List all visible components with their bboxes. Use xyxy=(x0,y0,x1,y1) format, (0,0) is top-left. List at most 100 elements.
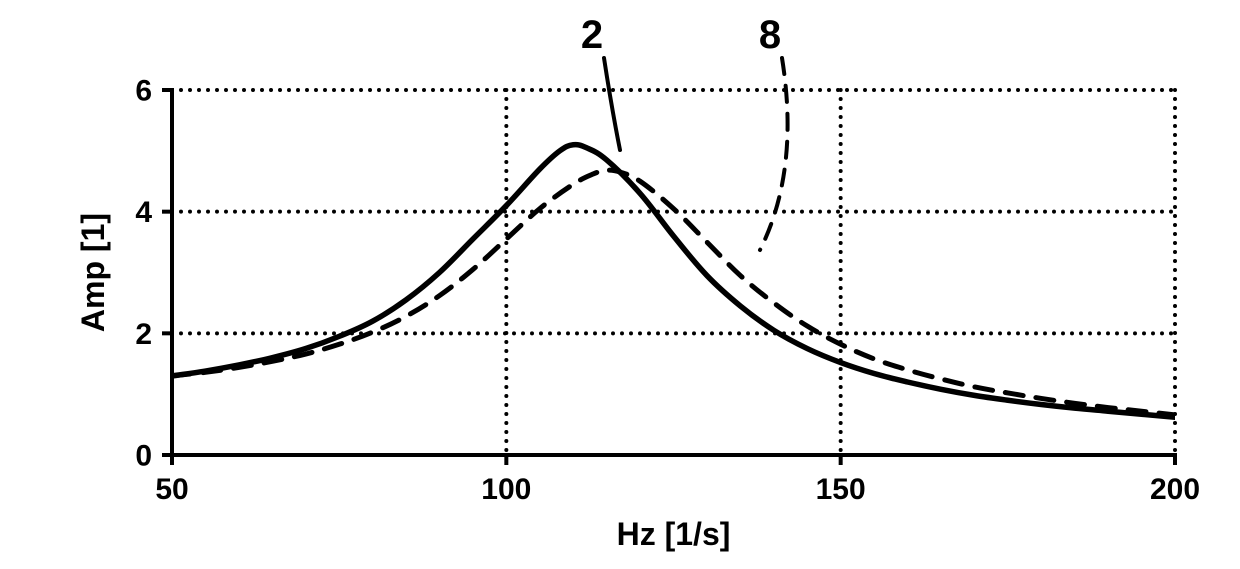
grid-dot xyxy=(504,448,508,452)
grid-dot xyxy=(728,210,732,214)
grid-dot xyxy=(449,88,453,92)
grid-dot xyxy=(1115,210,1119,214)
grid-dot xyxy=(809,210,813,214)
grid-dot xyxy=(251,331,255,335)
grid-dot xyxy=(1043,88,1047,92)
grid-dot xyxy=(710,88,714,92)
grid-dot xyxy=(332,331,336,335)
grid-dot xyxy=(674,331,678,335)
grid-dot xyxy=(839,403,843,407)
grid-dot xyxy=(737,88,741,92)
grid-dot xyxy=(845,331,849,335)
grid-dot xyxy=(521,88,525,92)
grid-dot xyxy=(872,331,876,335)
grid-dot xyxy=(764,331,768,335)
grid-dot xyxy=(791,331,795,335)
resonance-chart-svg: 501001502000246Hz [1/s]Amp [1]28 xyxy=(0,0,1240,569)
grid-dot xyxy=(584,88,588,92)
grid-dot xyxy=(683,331,687,335)
grid-dot xyxy=(1079,331,1083,335)
grid-dot xyxy=(683,210,687,214)
grid-dot xyxy=(1173,178,1177,182)
grid-dot xyxy=(504,313,508,317)
grid-dot xyxy=(260,331,264,335)
grid-dot xyxy=(422,88,426,92)
grid-dot xyxy=(1070,331,1074,335)
grid-dot xyxy=(1034,88,1038,92)
grid-dot xyxy=(377,210,381,214)
grid-dot xyxy=(504,349,508,353)
grid-dot xyxy=(917,88,921,92)
grid-dot xyxy=(504,376,508,380)
grid-dot xyxy=(1016,210,1020,214)
grid-dot xyxy=(1034,210,1038,214)
grid-dot xyxy=(504,142,508,146)
grid-dot xyxy=(504,286,508,290)
grid-dot xyxy=(440,88,444,92)
grid-dot xyxy=(1097,210,1101,214)
y-tick-label: 6 xyxy=(135,75,152,108)
grid-dot xyxy=(323,331,327,335)
grid-dot xyxy=(989,88,993,92)
grid-dot xyxy=(305,210,309,214)
grid-dot xyxy=(839,178,843,182)
grid-dot xyxy=(413,331,417,335)
grid-dot xyxy=(998,88,1002,92)
grid-dot xyxy=(746,331,750,335)
grid-dot xyxy=(504,412,508,416)
grid-dot xyxy=(1173,133,1177,137)
grid-dot xyxy=(566,88,570,92)
grid-dot xyxy=(647,331,651,335)
grid-dot xyxy=(1133,331,1137,335)
grid-dot xyxy=(1173,403,1177,407)
grid-dot xyxy=(431,210,435,214)
y-tick-label: 0 xyxy=(135,440,152,473)
grid-dot xyxy=(1173,241,1177,245)
grid-dot xyxy=(494,88,498,92)
grid-dot xyxy=(728,88,732,92)
grid-dot xyxy=(1061,210,1065,214)
grid-dot xyxy=(839,367,843,371)
grid-dot xyxy=(863,88,867,92)
grid-dot xyxy=(1079,88,1083,92)
grid-dot xyxy=(575,331,579,335)
grid-dot xyxy=(215,210,219,214)
y-tick-label: 2 xyxy=(135,318,152,351)
grid-dot xyxy=(773,88,777,92)
grid-dot xyxy=(839,430,843,434)
grid-dot xyxy=(839,394,843,398)
grid-dot xyxy=(386,331,390,335)
grid-dot xyxy=(839,385,843,389)
grid-dot xyxy=(440,210,444,214)
grid-dot xyxy=(485,210,489,214)
grid-dot xyxy=(287,210,291,214)
grid-dot xyxy=(827,88,831,92)
grid-dot xyxy=(935,210,939,214)
grid-dot xyxy=(179,210,183,214)
grid-dot xyxy=(1173,214,1177,218)
grid-dot xyxy=(863,210,867,214)
grid-dot xyxy=(800,331,804,335)
grid-dot xyxy=(278,210,282,214)
grid-dot xyxy=(1151,331,1155,335)
grid-dot xyxy=(1070,88,1074,92)
grid-dot xyxy=(386,88,390,92)
grid-dot xyxy=(1025,210,1029,214)
grid-dot xyxy=(504,250,508,254)
grid-dot xyxy=(629,210,633,214)
grid-dot xyxy=(1173,187,1177,191)
grid-dot xyxy=(1173,259,1177,263)
grid-dot xyxy=(1173,358,1177,362)
grid-dot xyxy=(395,331,399,335)
grid-dot xyxy=(1173,385,1177,389)
grid-dot xyxy=(1173,268,1177,272)
grid-dot xyxy=(377,331,381,335)
grid-dot xyxy=(818,88,822,92)
grid-dot xyxy=(872,88,876,92)
grid-dot xyxy=(278,88,282,92)
grid-dot xyxy=(278,331,282,335)
grid-dot xyxy=(839,376,843,380)
grid-dot xyxy=(476,331,480,335)
grid-dot xyxy=(504,421,508,425)
grid-dot xyxy=(530,88,534,92)
